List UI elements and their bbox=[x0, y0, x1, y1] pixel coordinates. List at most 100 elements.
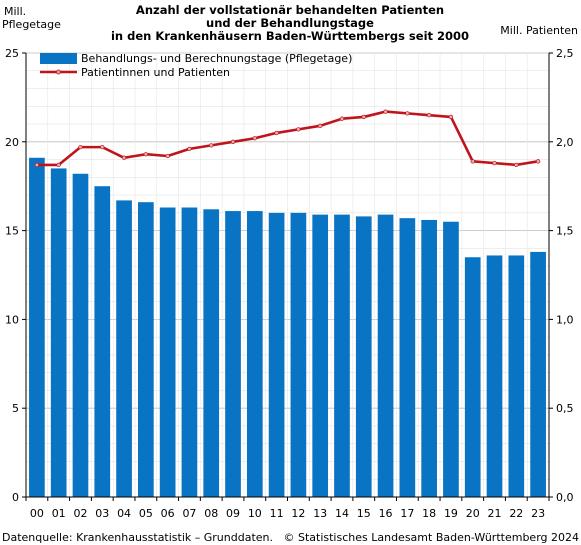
left-y-tick-label: 5 bbox=[12, 402, 19, 415]
bar-16 bbox=[377, 214, 394, 497]
x-tick-label: 06 bbox=[161, 507, 175, 520]
line-point-09 bbox=[230, 139, 236, 144]
axes bbox=[22, 52, 553, 501]
x-tick-label: 13 bbox=[313, 507, 327, 520]
line-point-04 bbox=[121, 155, 127, 160]
line-point-01 bbox=[56, 162, 61, 168]
bar-10 bbox=[246, 211, 263, 497]
legend: Behandlungs- und Berechnungstage (Pflege… bbox=[40, 52, 352, 79]
footer-source: Datenquelle: Krankenhausstatistik – Grun… bbox=[2, 531, 273, 544]
line-point-08 bbox=[209, 143, 214, 148]
line-point-18 bbox=[426, 113, 432, 118]
left-y-tick-label: 25 bbox=[5, 47, 19, 60]
line-point-15 bbox=[361, 114, 366, 120]
x-tick-label: 17 bbox=[400, 507, 414, 520]
x-tick-label: 05 bbox=[139, 507, 153, 520]
x-tick-label: 03 bbox=[95, 507, 109, 520]
line-point-11 bbox=[274, 130, 279, 136]
legend-line-label: Patientinnen und Patienten bbox=[81, 66, 230, 79]
bar-01 bbox=[50, 168, 67, 497]
line-point-13 bbox=[318, 123, 323, 128]
line-point-14 bbox=[339, 116, 345, 121]
x-tick-label: 08 bbox=[204, 507, 218, 520]
bar-04 bbox=[116, 200, 132, 497]
bar-03 bbox=[94, 186, 111, 497]
line-point-02 bbox=[78, 144, 83, 150]
x-tick-label: 02 bbox=[73, 507, 87, 520]
right-y-tick-label: 2,0 bbox=[556, 136, 574, 149]
bar-21 bbox=[486, 255, 503, 497]
bar-09 bbox=[225, 211, 241, 497]
line-point-05 bbox=[143, 152, 149, 157]
line-point-06 bbox=[165, 153, 170, 159]
chart-title-line-1: Anzahl der vollstationär behandelten Pat… bbox=[136, 3, 444, 17]
x-tick-label: 18 bbox=[422, 507, 436, 520]
patients-line bbox=[36, 110, 539, 167]
left-y-tick-label: 10 bbox=[5, 313, 19, 326]
legend-line-marker bbox=[56, 69, 61, 75]
x-tick-label: 19 bbox=[444, 507, 458, 520]
left-y-tick-label: 20 bbox=[5, 136, 19, 149]
left-axis-title-line-2: Pflegetage bbox=[2, 18, 61, 31]
line-point-21 bbox=[492, 160, 497, 166]
left-y-tick-label: 0 bbox=[12, 491, 19, 504]
x-tick-label: 20 bbox=[466, 507, 480, 520]
x-tick-label: 01 bbox=[52, 507, 66, 520]
line-point-07 bbox=[187, 146, 192, 152]
line-point-19 bbox=[448, 114, 454, 120]
right-y-tick-label: 0,0 bbox=[556, 491, 574, 504]
bar-05 bbox=[138, 202, 154, 497]
right-y-tick-label: 1,0 bbox=[556, 313, 574, 326]
bar-23 bbox=[530, 251, 546, 497]
chart-title-line-3: in den Krankenhäusern Baden-Württembergs… bbox=[111, 29, 469, 43]
bar-11 bbox=[268, 212, 285, 497]
bar-18 bbox=[421, 219, 437, 497]
x-tick-label: 15 bbox=[357, 507, 371, 520]
footer-copyright: © Statistisches Landesamt Baden-Württemb… bbox=[283, 531, 579, 544]
x-tick-label: 04 bbox=[117, 507, 131, 520]
x-tick-label: 00 bbox=[30, 507, 44, 520]
line-point-17 bbox=[405, 111, 410, 116]
x-tick-label: 16 bbox=[379, 507, 393, 520]
right-y-tick-label: 1,5 bbox=[556, 225, 574, 238]
bar-17 bbox=[399, 218, 416, 497]
bar-20 bbox=[464, 257, 481, 497]
x-tick-label: 23 bbox=[531, 507, 545, 520]
line-point-12 bbox=[296, 127, 301, 132]
right-y-tick-label: 0,5 bbox=[556, 402, 574, 415]
bar-07 bbox=[181, 207, 198, 497]
bar-14 bbox=[334, 214, 350, 497]
x-tick-label: 10 bbox=[248, 507, 262, 520]
gridlines bbox=[25, 52, 550, 498]
bar-06 bbox=[159, 207, 176, 497]
x-tick-label: 21 bbox=[488, 507, 502, 520]
left-y-tick-label: 15 bbox=[5, 225, 19, 238]
bar-00 bbox=[29, 157, 45, 497]
bar-19 bbox=[443, 221, 459, 497]
chart-title-line-2: und der Behandlungstage bbox=[206, 16, 374, 30]
line-point-22 bbox=[514, 162, 519, 168]
right-y-tick-label: 2,5 bbox=[556, 47, 574, 60]
x-tick-label: 09 bbox=[226, 507, 240, 520]
line-point-20 bbox=[470, 159, 475, 164]
bar-08 bbox=[203, 209, 220, 497]
x-tick-label: 12 bbox=[291, 507, 305, 520]
bar-13 bbox=[312, 214, 329, 497]
x-tick-label: 11 bbox=[270, 507, 284, 520]
right-axis-title: Mill. Patienten bbox=[500, 24, 578, 37]
line-point-23 bbox=[535, 159, 541, 164]
legend-bar-label: Behandlungs- und Berechnungstage (Pflege… bbox=[81, 52, 352, 65]
line-point-03 bbox=[100, 144, 105, 150]
line-point-10 bbox=[252, 136, 257, 141]
line-point-16 bbox=[383, 109, 388, 114]
bar-22 bbox=[508, 255, 525, 497]
bar-15 bbox=[355, 216, 372, 497]
x-tick-label: 07 bbox=[182, 507, 196, 520]
line-point-00 bbox=[34, 162, 40, 168]
legend-bar-swatch bbox=[40, 53, 77, 64]
bar-series bbox=[29, 157, 546, 497]
x-tick-label: 22 bbox=[509, 507, 523, 520]
x-tick-label: 14 bbox=[335, 507, 349, 520]
